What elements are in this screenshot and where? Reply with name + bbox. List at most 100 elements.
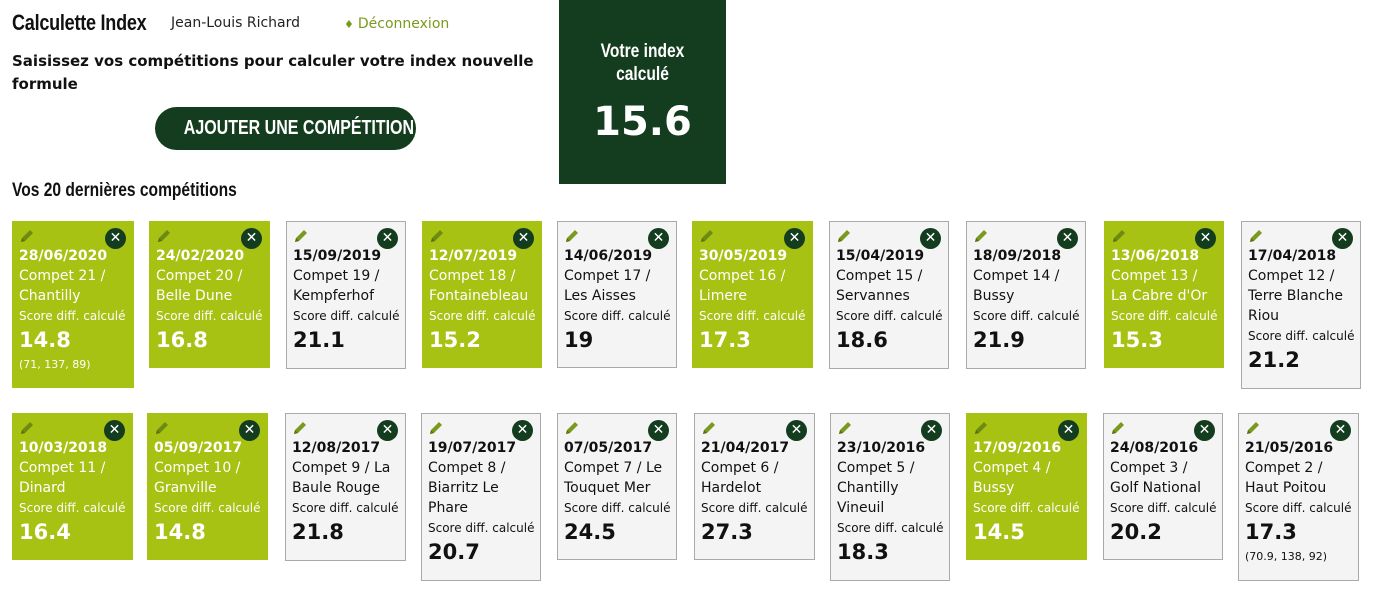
pencil-icon[interactable]: [700, 419, 718, 437]
competition-score: 18.6: [836, 328, 888, 352]
competition-card[interactable]: ✕ 10/03/2018 Compet 11 / Dinard Score diff.…: [12, 413, 133, 560]
close-circle-icon[interactable]: ✕: [377, 420, 398, 441]
competition-details: (71, 137, 89): [19, 358, 91, 371]
pencil-icon[interactable]: [292, 227, 310, 245]
score-label: Score diff. calculé: [428, 521, 535, 535]
score-label: Score diff. calculé: [156, 309, 263, 323]
competition-score: 21.2: [1248, 348, 1300, 372]
close-circle-icon[interactable]: ✕: [786, 420, 807, 441]
close-circle-icon[interactable]: ✕: [648, 420, 669, 441]
add-competition-button[interactable]: AJOUTER UNE COMPÉTITION: [155, 107, 416, 150]
close-circle-icon[interactable]: ✕: [513, 228, 534, 249]
pencil-icon[interactable]: [153, 419, 171, 437]
pencil-icon[interactable]: [563, 227, 581, 245]
close-circle-icon[interactable]: ✕: [648, 228, 669, 249]
competition-date: 15/04/2019: [836, 248, 925, 264]
close-circle-icon[interactable]: ✕: [105, 228, 126, 249]
competition-name: Compet 9 / La Baule Rouge: [292, 460, 391, 496]
competition-date: 13/06/2018: [1111, 248, 1200, 264]
score-label: Score diff. calculé: [973, 501, 1080, 515]
add-competition-label: AJOUTER UNE COMPÉTITION: [183, 117, 415, 139]
pencil-icon[interactable]: [1110, 227, 1128, 245]
close-circle-icon[interactable]: ✕: [921, 420, 942, 441]
competition-date: 19/07/2017: [428, 440, 517, 456]
pencil-icon[interactable]: [836, 419, 854, 437]
pencil-icon[interactable]: [428, 227, 446, 245]
competition-name: Compet 14 / Bussy: [973, 268, 1060, 304]
pencil-icon[interactable]: [18, 419, 36, 437]
pencil-icon[interactable]: [835, 227, 853, 245]
pencil-icon[interactable]: [427, 419, 445, 437]
section-title: Vos 20 dernières compétitions: [12, 180, 237, 201]
pencil-icon[interactable]: [1109, 419, 1127, 437]
competition-card[interactable]: ✕ 28/06/2020 Compet 21 / Chantilly Score di…: [12, 221, 134, 388]
competition-card[interactable]: ✕ 15/09/2019 Compet 19 / Kempferhof Score d…: [286, 221, 406, 369]
score-label: Score diff. calculé: [19, 501, 126, 515]
competition-date: 14/06/2019: [564, 248, 653, 264]
competition-card[interactable]: ✕ 15/04/2019 Compet 15 / Servannes Score di…: [829, 221, 949, 369]
competition-card[interactable]: ✕ 12/07/2019 Compet 18 / Fontainebleau Scor…: [422, 221, 542, 368]
score-label: Score diff. calculé: [1110, 501, 1217, 515]
close-circle-icon[interactable]: ✕: [241, 228, 262, 249]
pencil-icon[interactable]: [1244, 419, 1262, 437]
pencil-icon[interactable]: [18, 227, 36, 245]
competition-score: 16.4: [19, 520, 71, 544]
competition-score: 19: [564, 328, 594, 352]
index-value: 15.6: [593, 99, 692, 145]
competition-card[interactable]: ✕ 17/04/2018 Compet 12 / Terre Blanche Rio…: [1241, 221, 1361, 389]
close-circle-icon[interactable]: ✕: [1057, 228, 1078, 249]
pencil-icon[interactable]: [972, 419, 990, 437]
competition-date: 30/05/2019: [699, 248, 788, 264]
close-circle-icon[interactable]: ✕: [239, 420, 260, 441]
competition-card[interactable]: ✕ 13/06/2018 Compet 13 / La Cabre d'Or Scor…: [1104, 221, 1224, 368]
competition-date: 10/03/2018: [19, 440, 108, 456]
score-label: Score diff. calculé: [836, 309, 943, 323]
competition-score: 15.2: [429, 328, 481, 352]
close-circle-icon[interactable]: ✕: [1332, 228, 1353, 249]
competition-card[interactable]: ✕ 21/04/2017 Compet 6 / Hardelot Score diff…: [694, 413, 815, 560]
pencil-icon[interactable]: [698, 227, 716, 245]
close-circle-icon[interactable]: ✕: [1195, 228, 1216, 249]
competition-date: 05/09/2017: [154, 440, 243, 456]
competition-card[interactable]: ✕ 05/09/2017 Compet 10 / Granville Score di…: [147, 413, 268, 560]
competition-name: Compet 11 / Dinard: [19, 460, 106, 496]
close-circle-icon[interactable]: ✕: [377, 228, 398, 249]
close-circle-icon[interactable]: ✕: [784, 228, 805, 249]
pencil-icon[interactable]: [155, 227, 173, 245]
close-circle-icon[interactable]: ✕: [920, 228, 941, 249]
logout-link[interactable]: ♦ Déconnexion: [344, 16, 449, 32]
competition-card[interactable]: ✕ 24/08/2016 Compet 3 / Golf National Score…: [1103, 413, 1223, 560]
close-circle-icon[interactable]: ✕: [512, 420, 533, 441]
close-circle-icon[interactable]: ✕: [1194, 420, 1215, 441]
competition-card[interactable]: ✕ 21/05/2016 Compet 2 / Haut Poitou Score d…: [1238, 413, 1359, 581]
competition-name: Compet 7 / Le Touquet Mer: [564, 460, 663, 496]
competition-date: 12/07/2019: [429, 248, 518, 264]
pencil-icon[interactable]: [563, 419, 581, 437]
score-label: Score diff. calculé: [973, 309, 1080, 323]
competition-date: 21/05/2016: [1245, 440, 1334, 456]
pencil-icon[interactable]: [291, 419, 309, 437]
close-circle-icon[interactable]: ✕: [104, 420, 125, 441]
competition-card[interactable]: ✕ 30/05/2019 Compet 16 / Limere Score diff.…: [692, 221, 813, 368]
competition-card[interactable]: ✕ 18/09/2018 Compet 14 / Bussy Score diff. …: [966, 221, 1086, 369]
competition-name: Compet 20 / Belle Dune: [156, 268, 243, 304]
competition-card[interactable]: ✕ 12/08/2017 Compet 9 / La Baule Rouge Scor…: [285, 413, 406, 561]
competition-name: Compet 18 / Fontainebleau: [429, 268, 529, 304]
competition-card[interactable]: ✕ 24/02/2020 Compet 20 / Belle Dune Score d…: [149, 221, 270, 368]
competition-card[interactable]: ✕ 14/06/2019 Compet 17 / Les Aisses Score d…: [557, 221, 677, 368]
competition-card[interactable]: ✕ 17/09/2016 Compet 4 / Bussy Score diff. c…: [966, 413, 1087, 560]
score-label: Score diff. calculé: [701, 501, 808, 515]
competition-card[interactable]: ✕ 07/05/2017 Compet 7 / Le Touquet Mer Scor…: [557, 413, 677, 560]
close-circle-icon[interactable]: ✕: [1330, 420, 1351, 441]
pencil-icon[interactable]: [972, 227, 990, 245]
close-circle-icon[interactable]: ✕: [1058, 420, 1079, 441]
competition-date: 17/04/2018: [1248, 248, 1337, 264]
score-label: Score diff. calculé: [564, 501, 671, 515]
competition-card[interactable]: ✕ 19/07/2017 Compet 8 / Biarritz Le Phare S…: [421, 413, 541, 581]
competition-details: (70.9, 138, 92): [1245, 550, 1328, 563]
pencil-icon[interactable]: [1247, 227, 1265, 245]
competition-card[interactable]: ✕ 23/10/2016 Compet 5 / Chantilly Vineuil S…: [830, 413, 950, 581]
competition-score: 16.8: [156, 328, 208, 352]
competition-date: 17/09/2016: [973, 440, 1062, 456]
competition-score: 14.8: [19, 328, 71, 352]
